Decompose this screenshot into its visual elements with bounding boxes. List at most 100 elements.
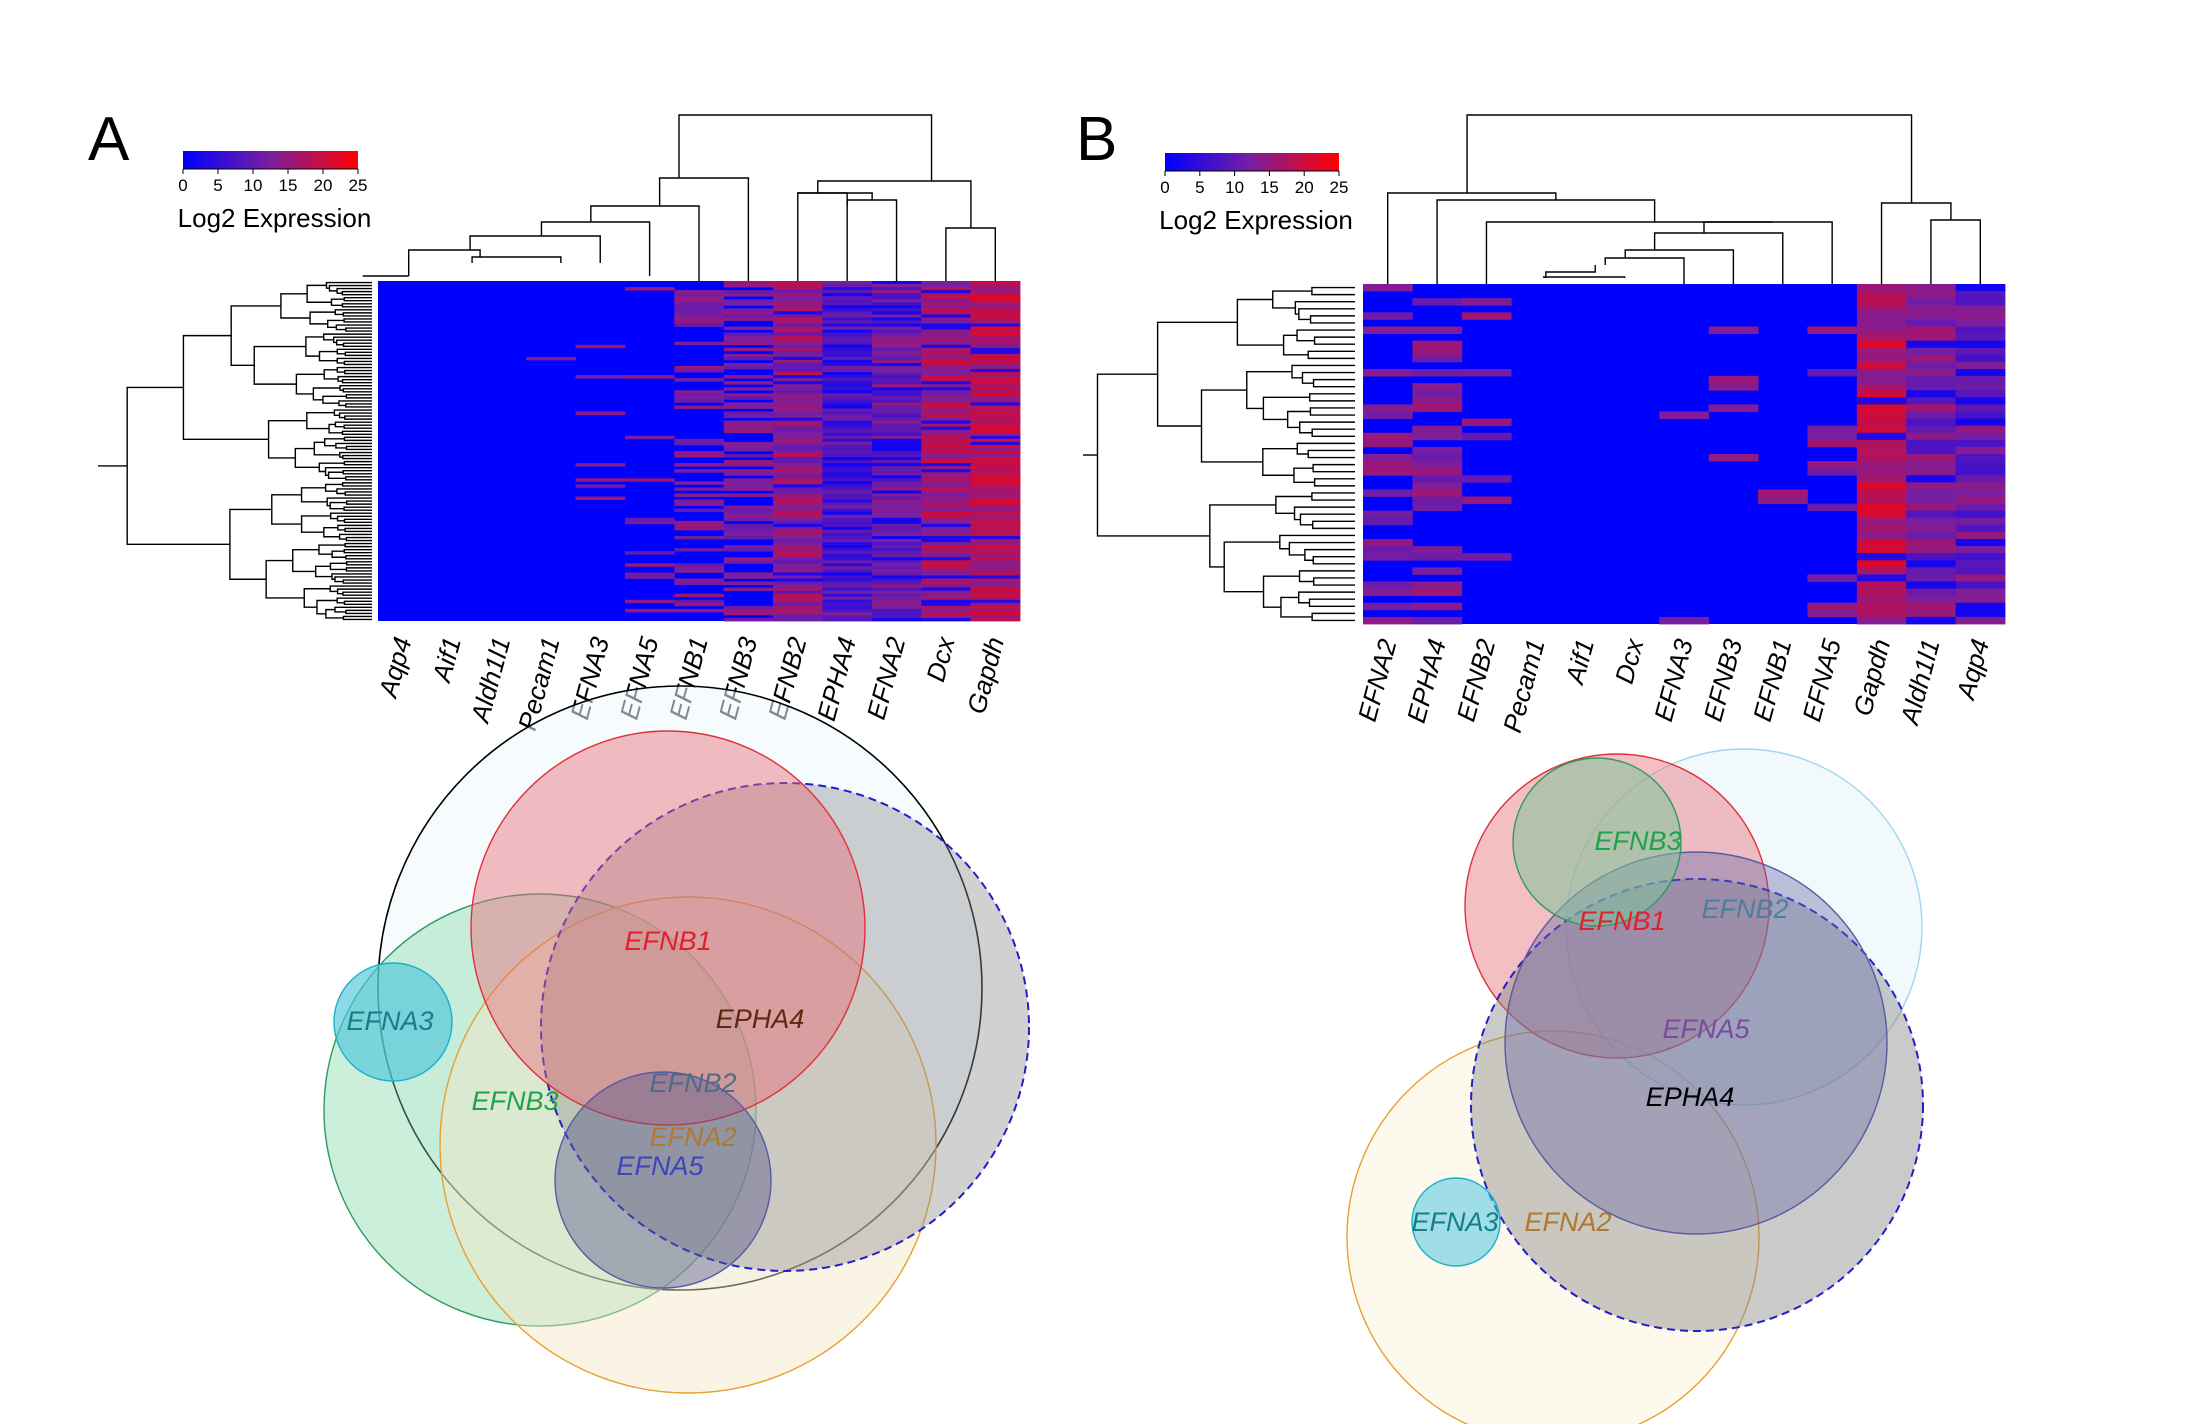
heatmap-cell (921, 311, 972, 315)
heatmap-cell (871, 542, 922, 546)
dendrogram-branch (1280, 596, 1313, 618)
heatmap-cell (773, 560, 823, 564)
heatmap-cell (871, 511, 922, 516)
heatmap-cell (624, 572, 675, 576)
dendrogram-branch (334, 309, 372, 316)
heatmap-cell (1906, 390, 1957, 398)
heatmap-cell (871, 605, 922, 610)
heatmap-cell (970, 508, 1021, 513)
dendrogram-branch (817, 180, 972, 228)
heatmap-cell (1856, 340, 1907, 349)
heatmap-cell (921, 347, 972, 352)
heatmap-cell (1363, 404, 1413, 412)
heatmap-cell (822, 484, 873, 488)
colorbar-tick-label: 25 (349, 176, 368, 195)
heatmap-cell (921, 393, 972, 397)
dendrogram-branch (336, 488, 372, 495)
heatmap-cell (1955, 425, 2006, 434)
heatmap-cell (822, 599, 873, 604)
dendrogram-branch (1312, 463, 1355, 473)
gene-label-aif1: Aif1 (426, 634, 467, 687)
heatmap-cell (723, 532, 774, 537)
heatmap-cell (1955, 489, 2006, 497)
heatmap-cell (970, 587, 1021, 592)
heatmap-cell (723, 281, 774, 285)
heatmap-cell (1906, 397, 1957, 405)
heatmap-cell (921, 557, 972, 561)
heatmap-cell (1363, 602, 1413, 611)
dendrogram-branch (1209, 504, 1276, 568)
heatmap-cell (822, 344, 873, 349)
heatmap-a (378, 281, 1021, 622)
colorbar-bar (183, 151, 358, 169)
heatmap-cell (1461, 418, 1512, 427)
colorbar-tick-label: 5 (213, 176, 222, 195)
heatmap-cell (773, 435, 823, 440)
heatmap-cell (1412, 347, 1463, 356)
heatmap-cell (970, 466, 1021, 470)
heatmap-cell (822, 293, 873, 297)
dendrogram-branch (329, 585, 372, 593)
heatmap-cell (674, 299, 725, 303)
heatmap-cell (624, 599, 675, 604)
gene-label-efnb3: EFNB3 (1698, 635, 1749, 724)
heatmap-cell (822, 420, 873, 425)
dendrogram-branch (1311, 492, 1355, 501)
heatmap-cell (871, 435, 922, 440)
dendrogram-branch (318, 462, 345, 473)
dendrogram-branch (345, 536, 372, 542)
heatmap-cell (970, 617, 1021, 622)
heatmap-cell (1955, 305, 2006, 313)
heatmap-cell (871, 356, 922, 361)
heatmap-cell (773, 350, 823, 355)
heatmap-cell (773, 611, 823, 616)
dendrogram-branch (338, 412, 372, 419)
dendrogram-branch (341, 290, 372, 296)
heatmap-cell (1856, 468, 1907, 476)
heatmap-cell (970, 463, 1021, 467)
dendrogram-branch (336, 597, 372, 604)
heatmap-cell (1906, 361, 1957, 370)
dendrogram-branch (945, 227, 997, 281)
heatmap-cell (871, 414, 922, 419)
heatmap-cell (822, 569, 873, 573)
heatmap-cell (822, 481, 873, 485)
heatmap-cell (1955, 369, 2006, 377)
dendrogram-branch (1298, 570, 1355, 583)
heatmap-cell (871, 411, 922, 415)
heatmap-cell (970, 505, 1021, 510)
heatmap-cell (822, 502, 873, 507)
heatmap-cell (1955, 468, 2006, 476)
heatmap-cell (1906, 510, 1957, 519)
dendrogram-branch (540, 221, 651, 276)
heatmap-cell (871, 402, 922, 406)
heatmap-cell (970, 487, 1021, 491)
heatmap-cell (871, 569, 922, 573)
heatmap-cell (822, 432, 873, 437)
heatmap-cell (1955, 595, 2006, 604)
heatmap-cell (773, 493, 823, 497)
heatmap-cell (921, 317, 972, 321)
heatmap-cell (921, 520, 972, 525)
heatmap-cell (822, 508, 873, 513)
heatmap-cell (773, 596, 823, 601)
heatmap-cell (822, 560, 873, 564)
heatmap-cell (871, 284, 922, 288)
heatmap-cell (871, 587, 922, 592)
heatmap-cell (1412, 404, 1463, 412)
heatmap-cell (970, 293, 1021, 297)
heatmap-cell (970, 281, 1021, 285)
heatmap-cell (1955, 496, 2006, 504)
heatmap-cell (723, 478, 774, 482)
heatmap-cell (773, 617, 823, 622)
heatmap-cell (921, 472, 972, 476)
heatmap-cell (921, 338, 972, 343)
heatmap-cell (1856, 390, 1907, 398)
heatmap-cell (921, 478, 972, 482)
heatmap-cell (921, 505, 972, 510)
heatmap-cell (1363, 439, 1413, 448)
heatmap-cell (970, 308, 1021, 312)
heatmap-cell (921, 381, 972, 385)
heatmap-cell (773, 347, 823, 352)
colorbar-tick-label: 20 (1295, 178, 1314, 197)
